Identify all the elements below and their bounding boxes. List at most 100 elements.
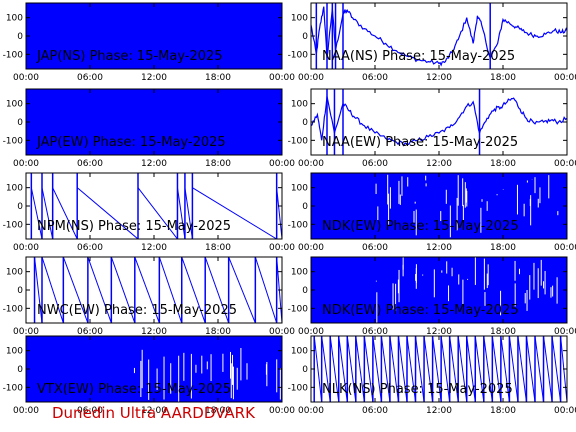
x-tick-label: 00:00 <box>13 73 39 83</box>
phase-panel-4: 100 0 -100 00:00 06:00 12:00 18:00 00:00 NAA(EW)… <box>288 88 576 169</box>
x-tick-label: 12:00 <box>141 327 167 337</box>
x-tick-label: 00:00 <box>298 243 324 253</box>
panel-plot-area <box>30 173 282 239</box>
phase-ramp <box>329 336 340 402</box>
phase-panel-2: 100 0 -100 00:00 06:00 12:00 18:00 00:00 NAA(NS)… <box>288 2 576 83</box>
dense-noise-fill <box>311 257 567 323</box>
x-tick-label: 18:00 <box>205 327 231 337</box>
y-tick-label: 100 <box>6 100 23 110</box>
y-tick-label: 100 <box>291 347 308 357</box>
saturated-fill <box>26 89 282 155</box>
y-tick-label: 0 <box>17 286 23 296</box>
y-tick-label: 100 <box>6 14 23 24</box>
x-tick-label: 12:00 <box>426 159 452 169</box>
saturated-fill <box>26 3 282 69</box>
x-tick-label: 00:00 <box>554 73 576 83</box>
phase-ramp <box>372 336 382 402</box>
x-tick-label: 06:00 <box>362 73 388 83</box>
x-tick-label: 00:00 <box>13 406 39 416</box>
panel-title: NWC(EW) Phase: 15-May-2025 <box>37 303 237 318</box>
panel-plot-area <box>311 89 567 155</box>
x-tick-label: 00:00 <box>269 327 295 337</box>
phase-ramp <box>184 187 193 239</box>
panel-plot-area <box>26 336 282 402</box>
phase-ramp <box>158 257 183 323</box>
phase-ramp <box>415 336 425 402</box>
x-tick-label: 06:00 <box>77 73 103 83</box>
phase-ramp <box>137 187 178 239</box>
x-tick-label: 18:00 <box>490 159 516 169</box>
x-tick-label: 00:00 <box>298 73 324 83</box>
x-tick-label: 12:00 <box>426 406 452 416</box>
phase-ramp <box>346 336 357 402</box>
phase-ramp <box>41 257 64 323</box>
phase-ramp <box>423 336 434 402</box>
phase-ramp <box>321 336 331 402</box>
x-tick-label: 00:00 <box>269 159 295 169</box>
y-tick-label: -100 <box>288 304 309 314</box>
phase-ramp <box>397 336 408 402</box>
x-tick-label: 18:00 <box>490 73 516 83</box>
x-tick-label: 18:00 <box>205 243 231 253</box>
phase-ramp <box>110 257 136 323</box>
x-tick-label: 06:00 <box>77 159 103 169</box>
phase-ramp <box>228 257 256 323</box>
y-tick-label: -100 <box>3 304 24 314</box>
phase-ramp <box>551 336 562 402</box>
x-tick-label: 00:00 <box>13 327 39 337</box>
phase-panel-1: 100 0 -100 00:00 06:00 12:00 18:00 00:00 JAP(NS)… <box>3 2 295 83</box>
phase-ramp <box>474 336 485 402</box>
x-tick-label: 00:00 <box>13 243 39 253</box>
y-tick-label: 0 <box>302 32 308 42</box>
x-tick-label: 12:00 <box>141 73 167 83</box>
panel-title: NLK(NS) Phase: 15-May-2025 <box>322 382 513 397</box>
phase-ramp <box>483 336 493 402</box>
y-tick-label: 0 <box>302 365 308 375</box>
x-tick-label: 18:00 <box>490 243 516 253</box>
x-tick-label: 06:00 <box>362 159 388 169</box>
x-tick-label: 18:00 <box>490 406 516 416</box>
panel-title: NDK(EW) Phase: 15-May-2025 <box>322 303 519 318</box>
phase-ramp <box>543 336 553 402</box>
y-tick-label: 100 <box>6 347 23 357</box>
x-tick-label: 00:00 <box>298 327 324 337</box>
panel-title: VTX(EW) Phase: 15-May-2025 <box>37 382 231 397</box>
y-tick-label: 100 <box>291 14 308 24</box>
phase-ramp <box>517 336 527 402</box>
x-tick-label: 00:00 <box>269 406 295 416</box>
x-tick-label: 00:00 <box>269 243 295 253</box>
phase-ramp <box>440 336 451 402</box>
panel-title: JAP(EW) Phase: 15-May-2025 <box>36 135 226 150</box>
phase-ramp <box>62 257 89 323</box>
phase-ramp <box>204 257 230 323</box>
phase-ramp <box>87 257 112 323</box>
x-tick-label: 00:00 <box>554 243 576 253</box>
panel-title: JAP(NS) Phase: 15-May-2025 <box>36 49 223 64</box>
phase-ramp <box>380 336 391 402</box>
phase-ramp <box>52 187 78 239</box>
phase-ramp <box>491 336 502 402</box>
y-tick-label: -100 <box>3 50 24 60</box>
panel-plot-area <box>311 257 567 323</box>
y-tick-label: 0 <box>302 118 308 128</box>
panel-title: NAA(EW) Phase: 15-May-2025 <box>322 135 518 150</box>
x-tick-label: 12:00 <box>141 406 167 416</box>
y-tick-label: 100 <box>6 184 23 194</box>
x-tick-label: 18:00 <box>205 159 231 169</box>
phase-panel-6: 100 0 -100 00:00 06:00 12:00 18:00 00:00 NDK(EW)… <box>288 172 576 253</box>
x-tick-label: 12:00 <box>426 327 452 337</box>
x-tick-label: 06:00 <box>77 327 103 337</box>
phase-ramp <box>389 336 399 402</box>
y-tick-label: -100 <box>288 220 309 230</box>
phase-ramp <box>134 257 160 323</box>
x-tick-label: 06:00 <box>362 406 388 416</box>
phase-ramp <box>254 257 278 323</box>
phase-panel-7: 100 0 -100 00:00 06:00 12:00 18:00 00:00 NWC(EW)… <box>3 256 295 337</box>
x-tick-label: 00:00 <box>554 159 576 169</box>
panel-title: NDK(EW) Phase: 15-May-2025 <box>322 219 519 234</box>
panel-title: NAA(NS) Phase: 15-May-2025 <box>322 49 515 64</box>
phase-ramp <box>176 187 186 239</box>
x-tick-label: 06:00 <box>362 327 388 337</box>
y-tick-label: -100 <box>3 136 24 146</box>
panel-title: NPM(NS) Phase: 15-May-2025 <box>37 219 231 234</box>
